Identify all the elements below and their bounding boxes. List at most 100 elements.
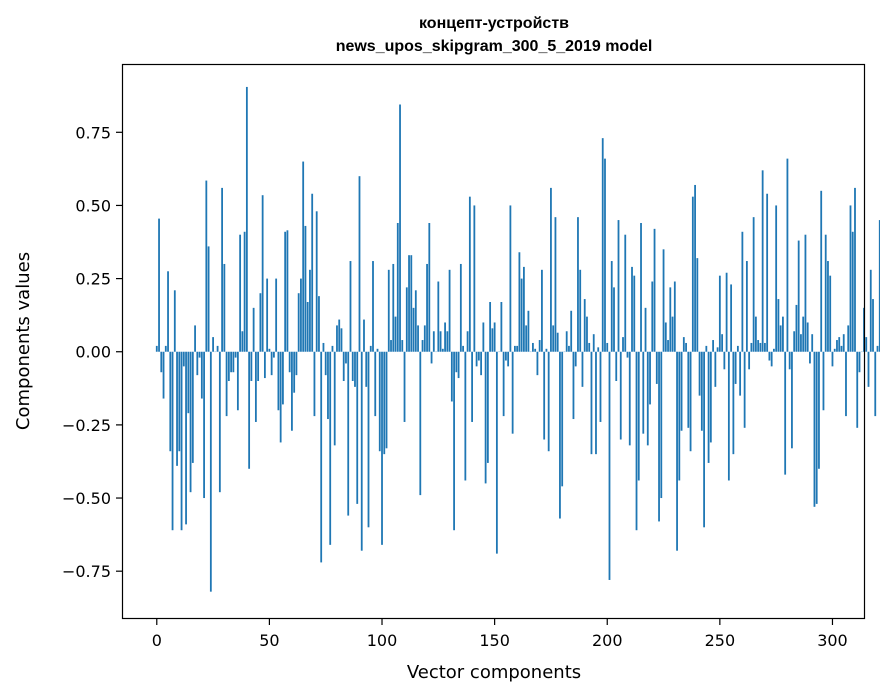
bar-321 [878, 220, 880, 352]
bar-171 [541, 269, 543, 352]
bar-310 [854, 187, 856, 352]
bar-2 [160, 351, 163, 373]
bar-293 [815, 351, 818, 504]
bar-92 [363, 319, 365, 352]
bar-267 [757, 340, 760, 352]
bar-106 [394, 316, 397, 352]
bar-39 [243, 231, 246, 352]
bar-249 [716, 347, 719, 352]
bar-315 [865, 337, 868, 352]
bar-111 [405, 287, 408, 352]
bar-178 [556, 332, 559, 352]
bar-281 [788, 351, 791, 370]
bar-238 [691, 196, 694, 352]
bar-194 [592, 334, 595, 352]
bar-119 [423, 325, 426, 352]
bar-197 [599, 351, 602, 422]
bar-188 [579, 269, 582, 352]
bar-66 [304, 225, 307, 352]
y-tick-label: −0.75 [62, 562, 111, 581]
bar-64 [300, 278, 302, 352]
bar-259 [739, 351, 742, 396]
bar-280 [786, 158, 789, 352]
bar-48 [263, 351, 266, 379]
bar-275 [775, 205, 778, 352]
bar-93 [365, 351, 368, 387]
bar-150 [493, 322, 496, 352]
bar-286 [800, 334, 802, 352]
bar-291 [811, 334, 814, 352]
bar-217 [644, 307, 647, 352]
bar-107 [396, 223, 399, 352]
bar-297 [824, 234, 827, 352]
bar-237 [689, 351, 692, 452]
bar-81 [338, 319, 341, 352]
bar-23 [207, 246, 210, 352]
bar-79 [333, 351, 336, 446]
bar-199 [604, 158, 606, 352]
bar-58 [286, 230, 289, 352]
bar-210 [628, 351, 631, 446]
bar-253 [725, 272, 728, 352]
bar-187 [577, 217, 579, 352]
bar-186 [574, 351, 577, 367]
bar-306 [845, 351, 847, 417]
bar-62 [295, 351, 298, 376]
bar-41 [248, 351, 251, 469]
bar-126 [439, 331, 442, 352]
bar-17 [194, 325, 196, 352]
y-tick-label: −0.50 [62, 489, 111, 508]
chart-subtitle: news_upos_skipgram_300_5_2019 model [336, 38, 653, 55]
bar-273 [770, 351, 773, 367]
bar-167 [532, 342, 534, 352]
bar-102 [385, 351, 388, 449]
bar-6 [169, 351, 172, 452]
bar-82 [340, 328, 343, 352]
bar-46 [259, 293, 262, 352]
bar-243 [703, 351, 705, 528]
bar-179 [559, 351, 561, 519]
bar-73 [320, 351, 323, 563]
bar-246 [709, 351, 712, 443]
bar-28 [218, 351, 221, 493]
bar-222 [655, 351, 658, 384]
bar-121 [428, 223, 431, 352]
bar-215 [640, 223, 642, 352]
bar-316 [867, 351, 870, 387]
bar-129 [446, 331, 449, 352]
bar-234 [682, 337, 685, 352]
bar-90 [358, 176, 361, 352]
bar-11 [180, 351, 183, 531]
bar-114 [412, 307, 415, 352]
bar-213 [635, 351, 638, 531]
bar-245 [707, 351, 710, 463]
bar-112 [408, 255, 410, 352]
bar-12 [182, 351, 185, 367]
bar-30 [223, 263, 226, 352]
bar-71 [315, 211, 318, 352]
x-axis-ticks: 0 50 100 150 200 250 300 [152, 618, 848, 650]
bar-35 [234, 351, 237, 358]
bar-302 [836, 340, 838, 352]
bar-218 [646, 351, 649, 446]
bar-229 [671, 316, 674, 352]
bar-16 [191, 351, 194, 463]
bar-160 [516, 345, 519, 352]
bar-303 [838, 337, 841, 352]
bar-165 [527, 310, 530, 352]
bar-103 [387, 269, 390, 352]
bar-201 [608, 351, 611, 580]
bar-283 [793, 331, 796, 352]
bar-270 [764, 342, 766, 352]
y-tick-label: 0.75 [75, 123, 111, 142]
bar-309 [851, 231, 854, 352]
bar-27 [216, 345, 219, 352]
bar-120 [426, 263, 428, 352]
bar-225 [662, 249, 665, 352]
bar-148 [489, 302, 492, 352]
bar-134 [457, 351, 460, 379]
bar-7 [171, 351, 174, 531]
bar-122 [430, 351, 433, 364]
bar-223 [658, 351, 660, 522]
